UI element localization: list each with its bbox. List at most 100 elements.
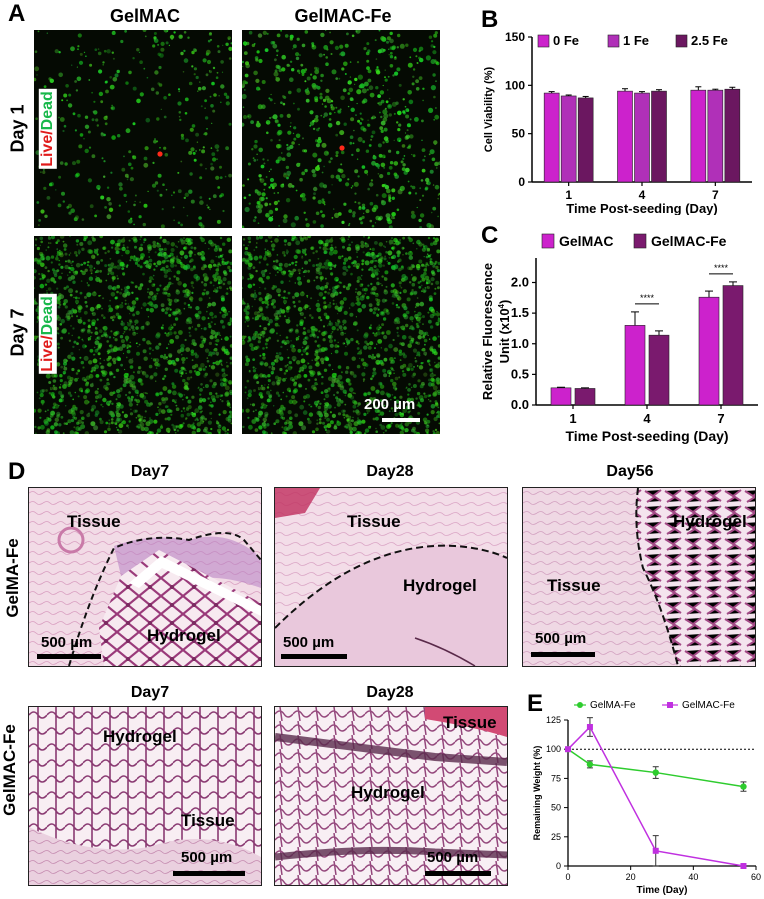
panel-e-point (586, 761, 594, 768)
panel-c-x-tick-label: 1 (569, 411, 576, 426)
panel-b-letter: B (481, 6, 499, 33)
panel-b-y-tick-label: 150 (505, 30, 525, 44)
panel-c-significance-label: **** (714, 263, 729, 273)
panel-c-legend-swatch (541, 233, 555, 249)
panel-e-series-line (567, 748, 744, 788)
label-tissue: Tissue (547, 576, 601, 595)
panel-a-row-day7: Day 7 (7, 308, 28, 357)
panel-c-x-label: Time Post-seeding (Day) (565, 428, 728, 444)
panel-b-y-tick-label: 100 (505, 78, 525, 92)
panel-c-chart: 0.0 0.5 1.0 1.5 2.0 1 4 7 **** **** Time Post-seed… (480, 233, 758, 444)
panel-b-bar (617, 90, 633, 183)
panel-b-legend-label: 2.5 Fe (691, 33, 728, 48)
panel-e-y-tick-label: 125 (546, 715, 561, 725)
panel-e-letter: E (527, 690, 544, 717)
panel-b-x-tick-label: 7 (712, 188, 719, 202)
label-tissue: Tissue (443, 713, 497, 732)
panel-a-letter: A (8, 0, 26, 27)
panel-e-series-line (567, 725, 744, 867)
label-hydrogel: Hydrogel (403, 576, 477, 595)
panel-e-y-tick-label: 75 (551, 773, 561, 783)
panel-e-point (740, 863, 747, 869)
panel-c-legend-label: GelMAC-Fe (651, 233, 727, 249)
panel-b-y-label: Cell Viability (%) (483, 66, 495, 152)
panel-c-letter: C (481, 222, 499, 249)
panel-c-significance-label: **** (640, 293, 655, 303)
panel-e-y-label: Remaining Weight (%) (532, 746, 542, 841)
scale-label: 500 µm (283, 634, 335, 651)
panel-e-x-tick-label: 60 (751, 872, 761, 882)
scale-label: 500 µm (535, 630, 587, 647)
panel-d-title-2: Day28 (366, 463, 414, 480)
panel-a-col-gelmac: GelMAC (109, 6, 180, 26)
histology-gelma-fe-day7: Tissue Hydrogel 500 µm (28, 487, 262, 667)
panel-c-bar (648, 334, 670, 406)
scale-bar (425, 871, 491, 876)
label-hydrogel: Hydrogel (351, 783, 425, 802)
panel-d-letter: D (8, 458, 26, 485)
panel-e-y-tick-label: 0 (556, 861, 561, 871)
scale-bar (37, 654, 101, 659)
panel-c-y-tick-label: 2.0 (511, 275, 529, 290)
scale-bar (281, 654, 347, 659)
panel-b-legend-swatch (675, 34, 688, 48)
panel-b-bar (634, 92, 650, 183)
panel-b-legend-label: 1 Fe (623, 33, 649, 48)
panel-e-x-tick-label: 20 (626, 872, 636, 882)
panel-e-chart: 0 25 50 75 100 125 0 20 40 60 Time (Day) Remaining … (532, 700, 761, 896)
panel-d-title-1: Day7 (130, 463, 170, 480)
micrograph-gelmac-day7 (34, 236, 232, 434)
label-tissue: Tissue (347, 512, 401, 531)
panel-c-y-label-line1: Relative Fluorescence (480, 263, 495, 400)
panel-c-x-tick-label: 7 (717, 411, 724, 426)
scale-label: 500 µm (181, 849, 233, 866)
panel-e-x-label: Time (Day) (637, 885, 688, 896)
scale-bar (531, 652, 595, 657)
panel-d-title-3: Day56 (606, 463, 654, 480)
panel-e-y-tick-label: 100 (546, 744, 561, 754)
scale-bar (173, 871, 245, 876)
panel-b-legend-swatch (607, 34, 620, 48)
panel-b-x-tick-label: 4 (639, 188, 646, 202)
panel-b-bar (543, 92, 560, 183)
panel-d-row-gelmac-fe: GelMAC-Fe (0, 724, 19, 816)
label-tissue: Tissue (67, 512, 121, 531)
panel-c-y-tick-label: 1.0 (511, 336, 529, 351)
label-hydrogel: Hydrogel (103, 727, 177, 746)
histology-gelmac-fe-day7: Hydrogel Tissue 500 µm (28, 706, 262, 886)
panel-b-bar (707, 89, 724, 183)
panel-e-point (652, 847, 659, 854)
label-hydrogel: Hydrogel (147, 626, 221, 645)
panel-a-row-day1: Day 1 (7, 104, 28, 153)
panel-e-y-tick-label: 25 (551, 832, 561, 842)
panel-e-point (565, 746, 571, 753)
scale-label: 500 µm (41, 634, 93, 651)
panel-b-legend-swatch (537, 34, 550, 48)
panel-b-bar (724, 88, 741, 183)
panel-e-y-tick-label: 50 (551, 803, 561, 813)
panel-c-y-tick-label: 0.0 (511, 397, 529, 412)
panel-a-scale-label: 200 µm (364, 396, 416, 413)
panel-e-x-tick-label: 40 (688, 872, 698, 882)
panel-a-scale-bar (382, 418, 420, 422)
histology-gelmac-fe-day28: Tissue Hydrogel 500 µm (274, 706, 508, 886)
histology-gelma-fe-day56: Hydrogel Tissue 500 µm (522, 487, 756, 667)
panel-a-col-gelmac-fe: GelMAC-Fe (294, 6, 392, 26)
panel-d-title-4: Day7 (130, 684, 170, 701)
panel-c-legend-label: GelMAC (559, 233, 613, 249)
panel-e-legend-label: GelMA-Fe (590, 700, 636, 711)
micrograph-gelmac-fe-day1 (242, 30, 440, 228)
panel-c-y-tick-label: 0.5 (511, 366, 529, 381)
panel-e-legend-label: GelMAC-Fe (682, 700, 735, 711)
panel-c-bar (698, 296, 720, 406)
scale-label: 500 µm (427, 849, 479, 866)
panel-b-x-label: Time Post-seeding (Day) (566, 201, 717, 215)
panel-b-bar (577, 97, 594, 183)
label-hydrogel: Hydrogel (673, 512, 747, 531)
panel-c-y-tick-label: 1.5 (511, 305, 529, 320)
panel-e-point (652, 769, 659, 776)
panel-b-bar (560, 95, 577, 183)
panel-b-bar (651, 90, 667, 183)
label-tissue: Tissue (181, 811, 235, 830)
